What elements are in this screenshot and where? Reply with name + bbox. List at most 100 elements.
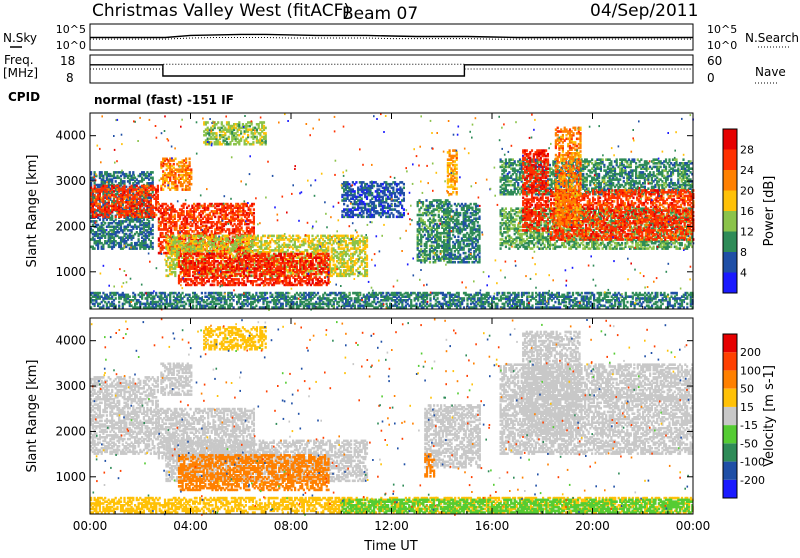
power-cell: [347, 235, 349, 238]
power-cell: [324, 276, 326, 279]
power-cell: [152, 236, 154, 239]
power-cell: [188, 235, 190, 238]
nsky-tick-bottom: 10^0: [56, 39, 86, 52]
power-cell: [136, 247, 138, 250]
power-cell: [287, 249, 289, 252]
power-cell: [94, 171, 96, 174]
power-cell: [115, 180, 117, 183]
power-cell: [180, 253, 182, 256]
power-cell: [131, 185, 133, 188]
power-cell: [240, 130, 242, 133]
power-cell: [155, 214, 157, 217]
power-cell: [215, 132, 217, 135]
freq-label: Freq.: [4, 53, 34, 67]
power-cell: [202, 247, 204, 250]
power-cell: [99, 203, 101, 206]
power-cell: [189, 187, 191, 190]
power-cell: [188, 205, 190, 208]
power-cell: [241, 226, 243, 229]
power-cell: [172, 232, 174, 235]
power-cell: [231, 275, 233, 278]
power-cell: [165, 269, 167, 272]
power-cell: [225, 253, 227, 256]
freq-series-line: [90, 65, 693, 76]
power-cell: [359, 246, 361, 249]
power-cell: [201, 235, 203, 238]
freq-panel-frame: [90, 55, 693, 83]
power-cell: [268, 253, 270, 256]
power-cell: [313, 264, 315, 267]
power-cell: [306, 260, 308, 263]
power-cell: [242, 136, 244, 139]
date-label: 04/Sep/2011: [590, 1, 698, 21]
power-cell: [152, 242, 154, 245]
power-cell: [217, 121, 219, 124]
power-cell: [202, 238, 204, 241]
power-cell: [123, 185, 125, 188]
power-cell: [152, 171, 154, 174]
nave-label: Nave: [755, 65, 786, 79]
power-cell: [115, 218, 117, 221]
power-cell: [138, 238, 140, 241]
power-cell: [352, 235, 354, 238]
power-cell: [299, 236, 301, 239]
power-cell: [190, 176, 192, 179]
power-cell: [104, 222, 106, 225]
power-cell: [238, 278, 240, 281]
power-cell: [294, 275, 296, 278]
power-cell: [173, 163, 175, 166]
power-cell: [132, 171, 134, 174]
power-cell: [101, 171, 103, 174]
power-cell: [315, 267, 317, 270]
power-cell: [152, 224, 154, 227]
power-cell: [253, 203, 255, 206]
power-cell: [157, 185, 159, 188]
power-cell: [141, 203, 143, 206]
power-cell: [253, 212, 255, 215]
power-cell: [232, 236, 234, 239]
power-cell: [315, 271, 317, 274]
power-cell: [183, 210, 185, 213]
nsky-label: N.Sky: [3, 31, 37, 45]
power-cell: [304, 238, 306, 241]
power-cell: [178, 260, 180, 263]
power-cell: [265, 132, 267, 135]
power-cell: [340, 269, 342, 272]
power-cell: [256, 136, 258, 139]
power-cell: [106, 185, 108, 188]
power-cell: [118, 305, 120, 308]
power-cell: [253, 208, 255, 211]
power-cell: [164, 185, 166, 188]
power-cell: [221, 121, 223, 124]
nave-tick-top: 60: [707, 54, 722, 68]
nsearch-tick-top: 10^5: [707, 23, 737, 36]
power-cell: [216, 244, 218, 247]
power-cell: [284, 253, 286, 256]
power-cell: [296, 260, 298, 263]
power-cell: [311, 235, 313, 238]
power-cell: [228, 228, 230, 231]
power-cell: [118, 301, 120, 304]
power-cell: [327, 258, 329, 261]
noise-panel: N.Sky 10^5 10^0 10^5 10^0 N.Search: [3, 23, 799, 52]
power-cell: [143, 208, 145, 211]
power-cell: [111, 215, 113, 218]
power-cell: [366, 236, 368, 239]
power-cell: [129, 295, 131, 298]
power-cell: [207, 121, 209, 124]
power-cell: [343, 258, 345, 261]
power-cell: [253, 226, 255, 229]
power-cell: [94, 247, 96, 250]
power-cell: [157, 194, 159, 197]
power-cell: [211, 235, 213, 238]
power-cell: [229, 240, 231, 243]
power-cell: [183, 240, 185, 243]
power-cell: [327, 246, 329, 249]
power-cell: [306, 249, 308, 252]
nave-tick-bottom: 0: [707, 71, 715, 85]
power-cell: [229, 255, 231, 258]
power-cell: [366, 255, 368, 258]
power-cell: [280, 253, 282, 256]
